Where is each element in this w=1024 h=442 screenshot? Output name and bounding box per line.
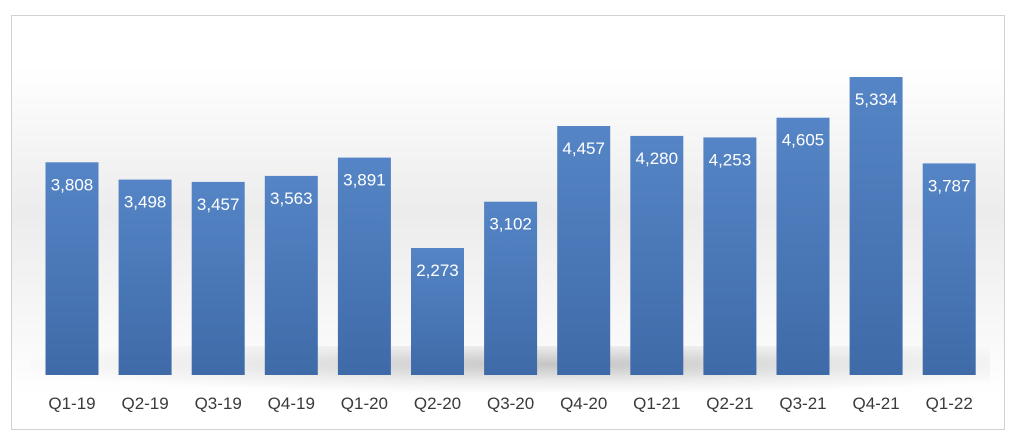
bars-layer <box>45 77 976 375</box>
bar-q1-20 <box>337 157 391 375</box>
value-label-q1-21: 4,280 <box>636 149 679 168</box>
bar-q4-20 <box>557 126 611 375</box>
value-label-q2-20: 2,273 <box>416 261 459 280</box>
value-label-q1-20: 3,891 <box>343 171 386 190</box>
value-label-q2-21: 4,253 <box>709 150 752 169</box>
x-tick-labels-layer: Q1-19 Q2-19 Q3-19 Q4-19 Q1-20 Q2-20 Q3-20 Q4-20… <box>48 394 972 413</box>
bar-q3-20 <box>484 201 538 375</box>
bar-q2-20 <box>411 248 464 375</box>
x-tick-label-q2-20: Q2-20 <box>414 394 461 413</box>
bar-q4-19 <box>264 175 318 375</box>
value-label-q4-20: 4,457 <box>562 139 605 158</box>
x-tick-label-q4-19: Q4-19 <box>268 394 315 413</box>
bar-q2-21 <box>703 137 757 375</box>
value-label-q2-19: 3,498 <box>124 193 167 212</box>
x-tick-label-q3-19: Q3-19 <box>195 394 242 413</box>
value-label-q3-19: 3,457 <box>197 195 240 214</box>
x-tick-label-q2-19: Q2-19 <box>121 394 168 413</box>
bar-q1-22 <box>922 163 976 375</box>
x-tick-label-q4-21: Q4-21 <box>852 394 899 413</box>
x-tick-label-q3-20: Q3-20 <box>487 394 534 413</box>
value-label-q1-19: 3,808 <box>51 175 94 194</box>
x-tick-label-q1-20: Q1-20 <box>341 394 388 413</box>
bar-q2-19 <box>118 179 172 375</box>
bar-q4-21 <box>849 77 903 375</box>
value-label-q3-20: 3,102 <box>489 215 532 234</box>
value-label-q3-21: 4,605 <box>782 131 825 150</box>
x-tick-label-q1-21: Q1-21 <box>633 394 680 413</box>
x-tick-label-q1-22: Q1-22 <box>926 394 973 413</box>
bar-q3-19 <box>191 181 245 375</box>
bar-q1-19 <box>45 162 99 375</box>
x-tick-label-q3-21: Q3-21 <box>779 394 826 413</box>
value-labels-layer: 3,808 3,498 3,457 3,563 3,891 2,273 3,102 4,457… <box>51 90 971 280</box>
value-label-q1-22: 3,787 <box>928 176 971 195</box>
x-tick-label-q1-19: Q1-19 <box>48 394 95 413</box>
value-label-q4-19: 3,563 <box>270 189 313 208</box>
bar-q3-21 <box>776 117 830 375</box>
bar-q1-21 <box>630 135 684 375</box>
x-tick-label-q2-21: Q2-21 <box>706 394 753 413</box>
value-label-q4-21: 5,334 <box>855 90 898 109</box>
x-tick-label-q4-20: Q4-20 <box>560 394 607 413</box>
